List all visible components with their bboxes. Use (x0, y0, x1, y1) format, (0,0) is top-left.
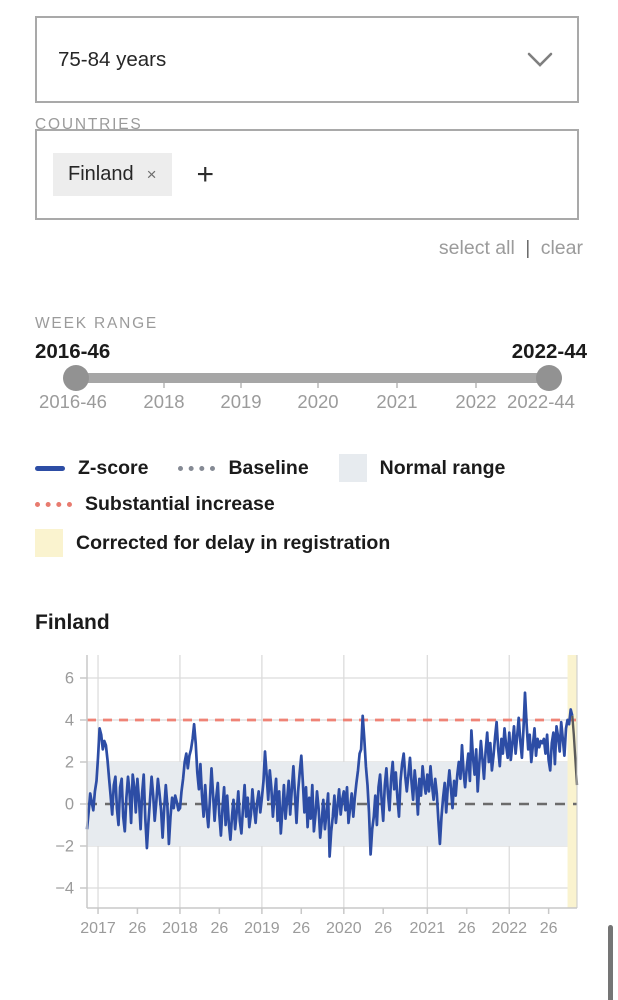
corrected-swatch (35, 529, 63, 557)
svg-text:26: 26 (540, 920, 558, 937)
substantial-increase-swatch (35, 502, 72, 507)
legend-corrected-label: Corrected for delay in registration (76, 531, 391, 554)
svg-text:26: 26 (129, 920, 147, 937)
svg-text:26: 26 (458, 920, 476, 937)
svg-text:26: 26 (210, 920, 228, 937)
chart-title: Finland (35, 611, 110, 634)
legend-row-2: Substantial increase (35, 493, 275, 516)
slider-axis-tick-label: 2022-44 (507, 391, 575, 412)
legend-row-3: Corrected for delay in registration (35, 529, 390, 557)
normal-range-swatch (338, 454, 367, 482)
svg-text:0: 0 (65, 796, 74, 814)
zscore-line-swatch (35, 465, 65, 471)
svg-text:26: 26 (374, 920, 392, 937)
slider-axis-tick-label: 2016-46 (39, 391, 107, 412)
slider-handle-start[interactable] (63, 365, 89, 391)
legend-zscore-label: Z-score (78, 456, 149, 479)
legend-baseline-label: Baseline (228, 456, 309, 479)
countries-multiselect[interactable]: Finland × + (35, 129, 579, 220)
svg-text:4: 4 (65, 712, 74, 730)
week-range-slider-track[interactable] (64, 373, 562, 383)
baseline-dotted-swatch (178, 465, 216, 471)
legend-row-1: Z-score Baseline Normal range (35, 454, 505, 482)
svg-text:2020: 2020 (326, 920, 362, 937)
svg-text:2018: 2018 (162, 920, 198, 937)
country-chip-label: Finland (68, 163, 134, 185)
legend-substantial-increase-label: Substantial increase (85, 493, 275, 515)
week-range-start-value: 2016-46 (35, 340, 111, 363)
svg-text:2021: 2021 (410, 920, 446, 937)
countries-label: COUNTRIES (35, 116, 143, 133)
add-country-button[interactable]: + (196, 157, 215, 191)
chevron-down-icon (527, 52, 553, 67)
select-all-link[interactable]: select all (438, 237, 515, 259)
slider-axis-tick-label: 2021 (376, 391, 418, 412)
countries-actions: select all | clear (439, 237, 583, 260)
actions-separator: | (525, 237, 531, 259)
svg-text:−4: −4 (55, 880, 74, 898)
country-chip: Finland × (53, 153, 172, 196)
scrollbar-thumb[interactable] (608, 925, 613, 1000)
zscore-chart: 6 4 2 0 −2 −4 2017 26 2018 26 2019 26 2020 26 2021 26 20… (55, 655, 579, 937)
week-range-label: WEEK RANGE (35, 315, 159, 332)
svg-text:−2: −2 (55, 838, 74, 856)
week-range-end-value: 2022-44 (511, 340, 587, 363)
slider-handle-end[interactable] (536, 365, 562, 391)
age-group-select[interactable]: 75-84 years (35, 16, 579, 103)
slider-axis-tick-label: 2022 (455, 391, 497, 412)
svg-text:26: 26 (292, 920, 310, 937)
svg-text:6: 6 (65, 670, 74, 688)
svg-text:2: 2 (65, 754, 74, 772)
age-group-label: AGE GROUP (35, 0, 145, 5)
slider-axis-tick-label: 2020 (297, 391, 339, 412)
slider-axis-tick-label: 2018 (143, 391, 185, 412)
remove-country-icon[interactable]: × (146, 165, 157, 184)
age-group-selected-value: 75-84 years (58, 47, 167, 71)
svg-text:2019: 2019 (244, 920, 280, 937)
clear-link[interactable]: clear (540, 237, 583, 259)
svg-text:2022: 2022 (491, 920, 527, 937)
legend-normal-range-label: Normal range (379, 456, 506, 479)
svg-text:2017: 2017 (80, 920, 116, 937)
slider-axis-tick-label: 2019 (220, 391, 262, 412)
